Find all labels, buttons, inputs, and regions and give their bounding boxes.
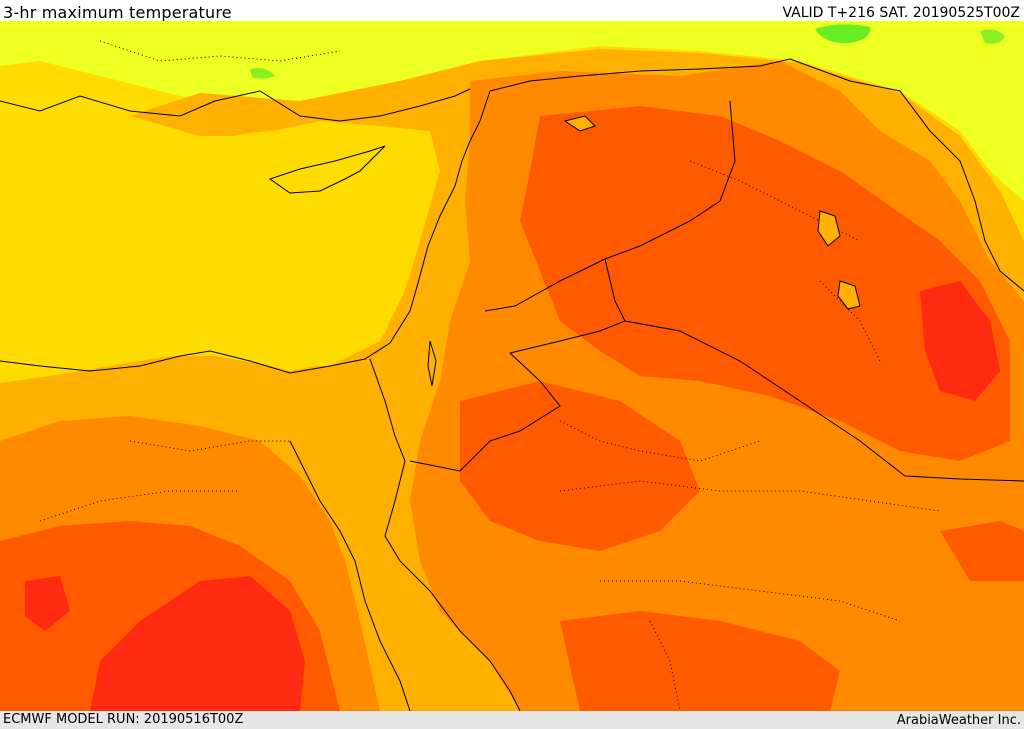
red-spot-iraq — [920, 281, 1000, 401]
valid-time-label: VALID T+216 SAT. 20190525T00Z — [782, 5, 1020, 21]
border-syria-iraq — [484, 100, 736, 312]
border-jordan-iraq — [509, 258, 626, 354]
model-run-label: ECMWF MODEL RUN: 20190516T00Z — [3, 712, 244, 727]
lake-habbaniyah — [837, 280, 861, 310]
footer-bar: ECMWF MODEL RUN: 20190516T00Z ArabiaWeat… — [0, 711, 1024, 729]
dead-sea — [427, 340, 437, 387]
lake-assad — [563, 115, 596, 132]
border-egypt-israel — [369, 358, 406, 462]
admin-boundaries — [39, 40, 941, 711]
red-sea — [350, 531, 500, 711]
map-title: 3-hr maximum temperature — [3, 3, 232, 22]
coastline-egypt — [0, 90, 491, 374]
coastline-red-sea-east — [384, 460, 521, 711]
lake-tharthar — [817, 210, 841, 247]
green-patch-e — [980, 29, 1005, 44]
hot-core-east-2 — [940, 521, 1024, 581]
borders — [0, 58, 1024, 711]
credit-label: ArabiaWeather Inc. — [896, 713, 1021, 728]
green-patch-w — [250, 67, 275, 79]
border-turkey-syria — [489, 58, 791, 92]
hot-core-south — [460, 381, 700, 551]
border-iraq-saudi — [624, 320, 1024, 482]
hot-core-east — [520, 106, 1010, 461]
red-spot-west — [25, 576, 70, 631]
red-spot-upper-egypt — [90, 576, 305, 711]
green-patch-ne — [815, 24, 871, 44]
map-canvas — [0, 21, 1024, 711]
north-cool-band — [0, 21, 1024, 201]
coastline-turkey — [0, 88, 471, 122]
border-iraq-iran — [789, 58, 1024, 292]
cyprus-outline — [268, 145, 386, 194]
coastline-red-sea-west — [289, 440, 411, 711]
header-bar: 3-hr maximum temperature VALID T+216 SAT… — [0, 0, 1024, 22]
border-jordan-saudi — [409, 352, 561, 472]
temperature-map[interactable] — [0, 21, 1024, 711]
hot-core-arabia — [560, 611, 840, 711]
mediterranean-sea — [0, 106, 430, 383]
